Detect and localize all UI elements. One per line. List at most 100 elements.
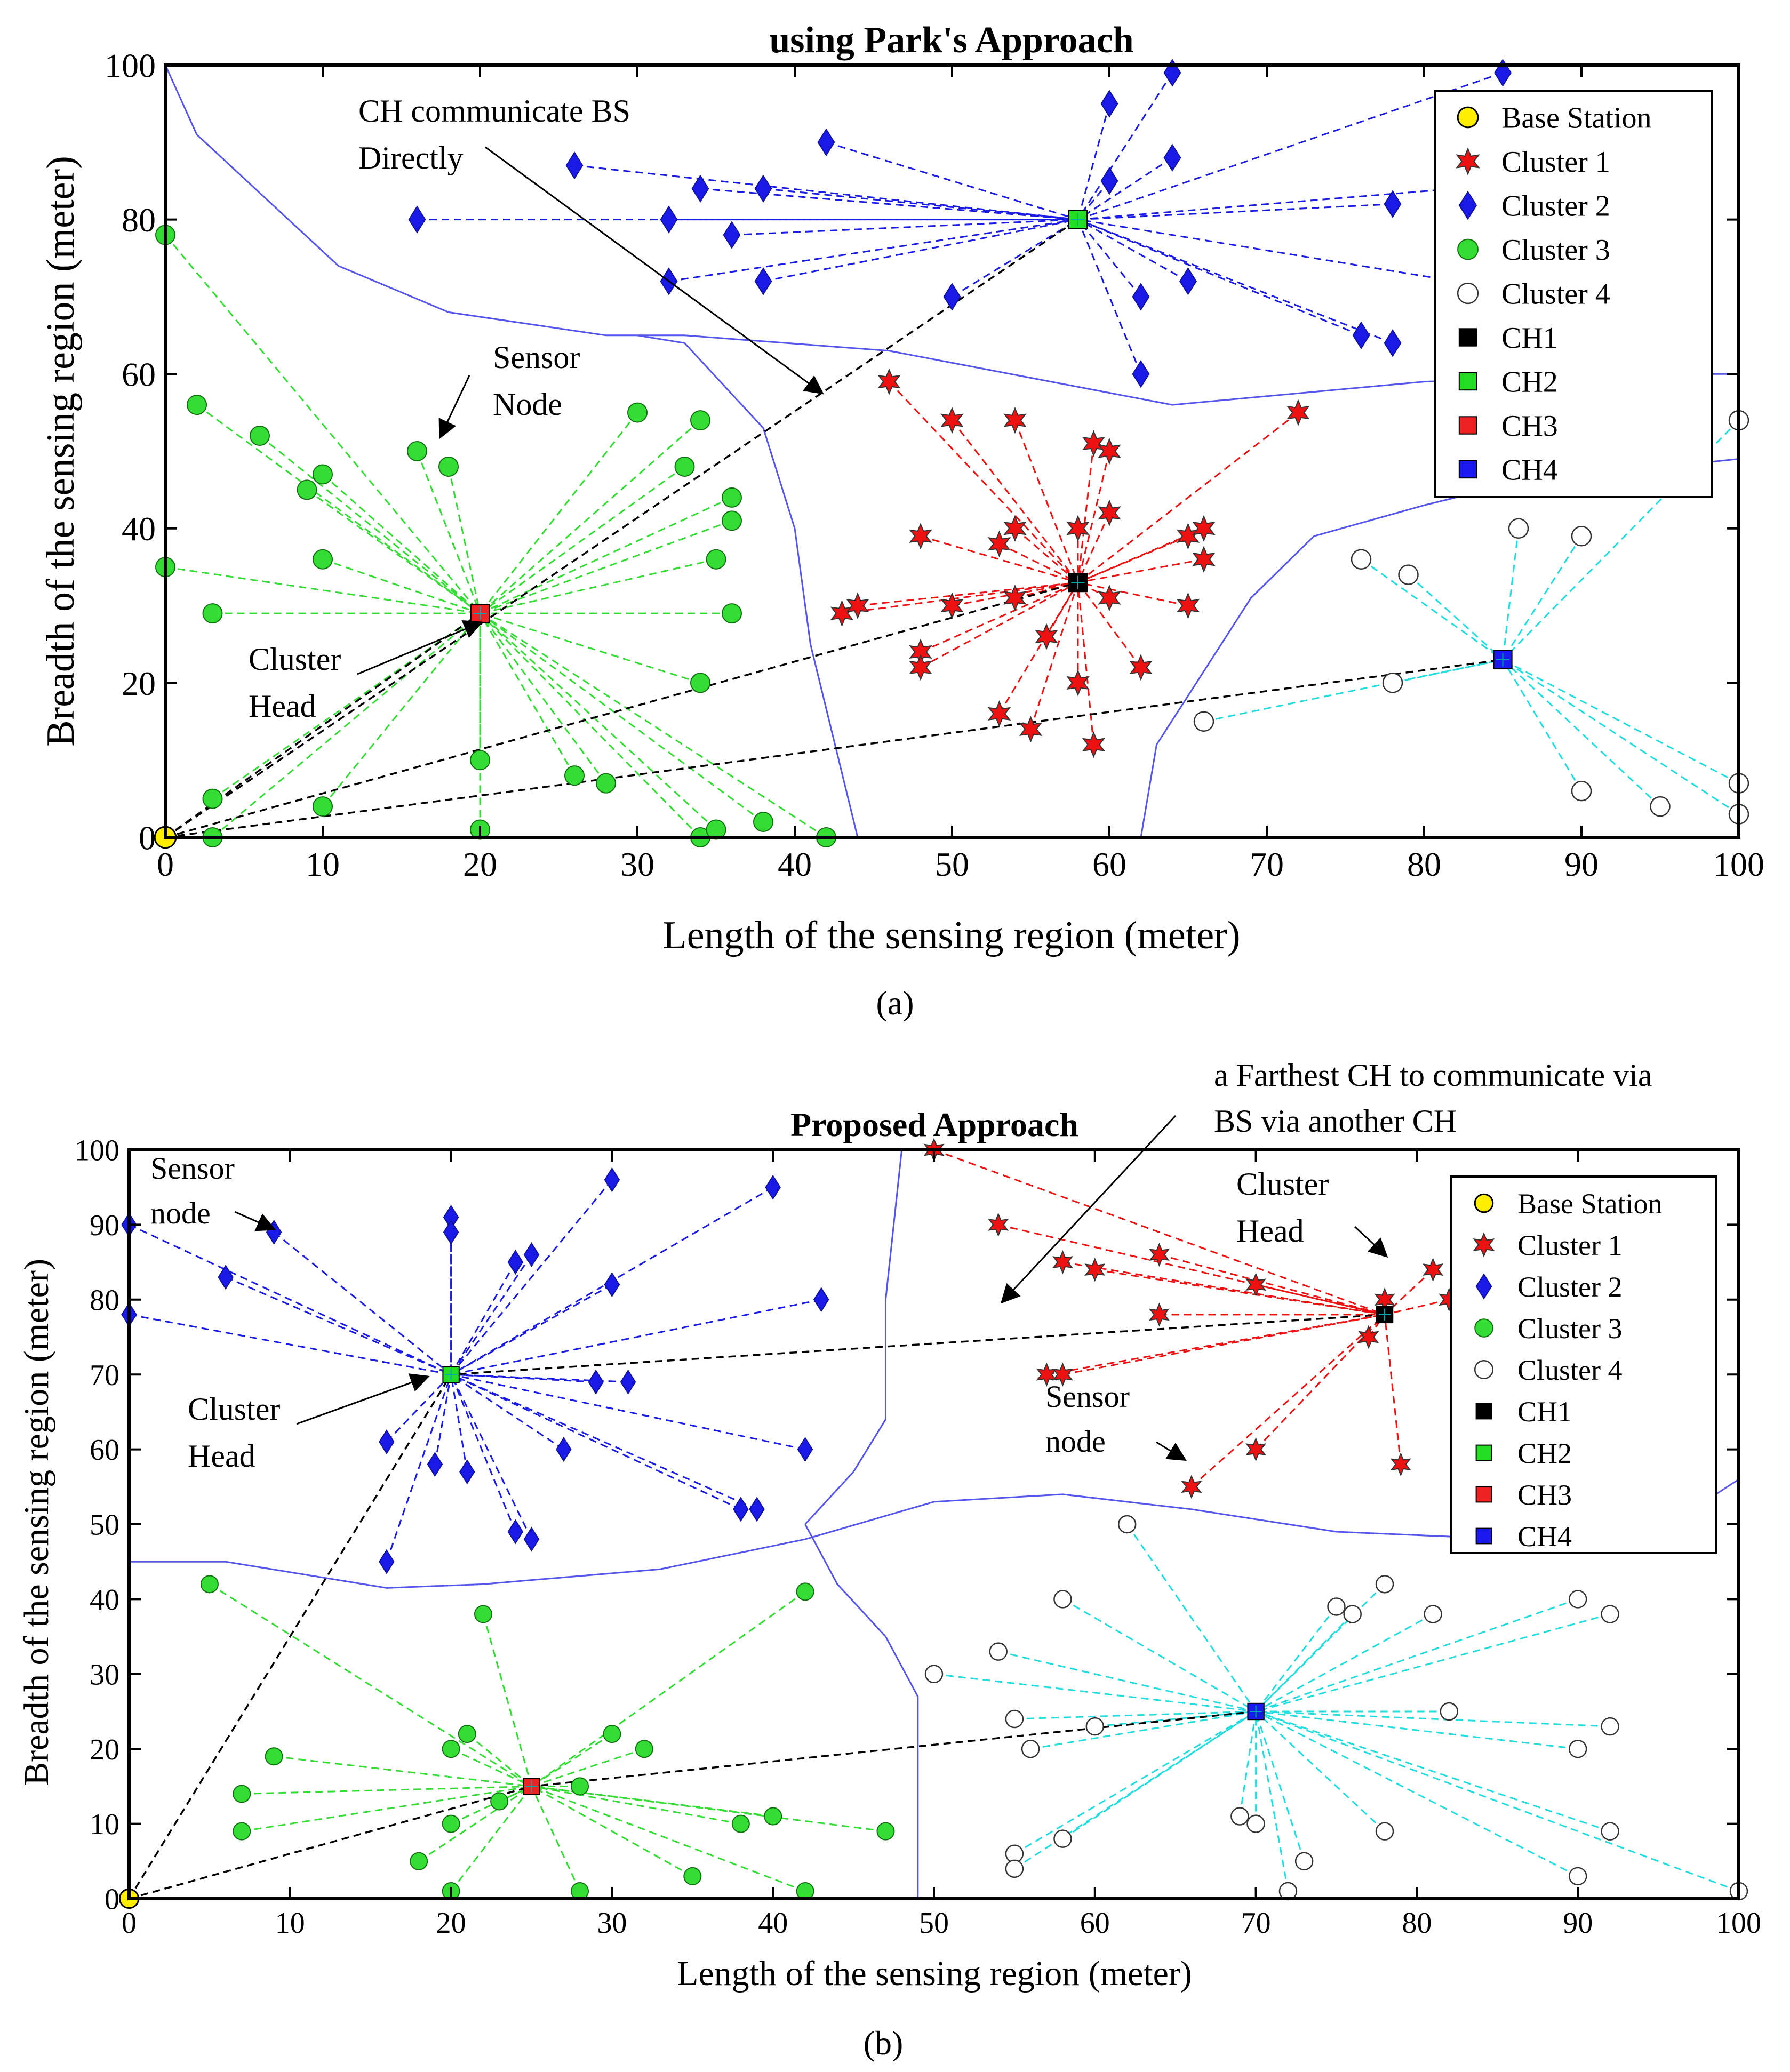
cluster-link xyxy=(196,404,481,614)
sensor-node-star xyxy=(830,599,854,627)
cluster-link xyxy=(1256,1613,1610,1713)
bs-link xyxy=(129,1785,532,1900)
panel-a: using Park's Approach 0 10 20 30 40 50 60 70 80 9… xyxy=(39,20,1764,1022)
cluster-link xyxy=(434,1374,452,1465)
x-tick-label: 0 xyxy=(122,1907,137,1940)
cluster-link xyxy=(933,1149,1385,1316)
bs-link xyxy=(128,1374,452,1899)
x-tick-label: 40 xyxy=(758,1907,788,1940)
x-tick-label: 10 xyxy=(306,845,340,883)
cluster-link xyxy=(1094,1269,1385,1316)
sensor-node-diamond xyxy=(408,205,426,234)
legend-marker xyxy=(1456,147,1480,175)
cluster-link xyxy=(1502,659,1739,815)
cluster-link xyxy=(1077,203,1393,221)
caption-b: (b) xyxy=(864,2024,904,2062)
cluster-link xyxy=(1502,659,1739,784)
cluster-link xyxy=(1077,219,1503,290)
cluster-link xyxy=(1077,582,1142,668)
cluster-link xyxy=(480,612,827,838)
cluster-link xyxy=(450,1374,516,1532)
annotation-line: node xyxy=(1045,1424,1106,1459)
sensor-node-star xyxy=(1098,584,1121,612)
x-tick-label: 80 xyxy=(1402,1907,1432,1940)
x-tick-label: 80 xyxy=(1407,845,1441,883)
y-tick-label: 40 xyxy=(122,510,156,548)
sensor-node-diamond xyxy=(1384,329,1402,357)
sensor-node-diamond xyxy=(1352,321,1370,349)
cluster-link xyxy=(1062,1314,1385,1375)
sensor-node-star xyxy=(1286,399,1310,426)
legend-box xyxy=(1434,90,1713,498)
cluster-link xyxy=(531,1786,581,1892)
cluster-link xyxy=(998,1223,1385,1316)
sensor-node-circle xyxy=(410,1852,428,1870)
sensor-node-star xyxy=(1084,1257,1106,1282)
sensor-node-circle xyxy=(731,1814,750,1833)
sensor-node-star xyxy=(1098,499,1121,526)
sensor-node-star xyxy=(1082,430,1106,457)
sensor-node-diamond xyxy=(1384,190,1402,218)
cluster-head-cross xyxy=(525,1780,538,1793)
cluster-link xyxy=(1077,558,1204,583)
cluster-head-cross xyxy=(1071,213,1085,227)
sensor-node-star xyxy=(909,523,932,550)
sensor-node-diamond xyxy=(266,1219,282,1245)
cluster-link xyxy=(450,1373,564,1450)
sensor-node-circle xyxy=(690,410,710,431)
cluster-link xyxy=(857,581,1078,607)
sensor-node-open-circle xyxy=(1375,1575,1394,1594)
cluster-link xyxy=(933,1673,1256,1713)
sensor-node-open-circle xyxy=(1193,711,1214,732)
annotation-line: CH communicate BS xyxy=(358,93,630,129)
sensor-node-star xyxy=(1052,1362,1074,1387)
sensor-node-circle xyxy=(603,1725,621,1743)
x-tick-label: 30 xyxy=(597,1907,627,1940)
cluster-link xyxy=(1030,1710,1256,1750)
panel-b-annotation-sensor-node-right: Sensor node xyxy=(1045,1379,1187,1461)
cluster-link xyxy=(480,519,732,614)
y-tick-label: 70 xyxy=(90,1359,119,1392)
cluster-link xyxy=(1077,219,1142,298)
panel-a-xlabel: Length of the sensing region (meter) xyxy=(663,914,1241,957)
cluster-link xyxy=(466,1733,532,1787)
cluster-link xyxy=(164,234,481,614)
legend-marker xyxy=(1458,190,1477,220)
cluster-link xyxy=(480,419,701,614)
cluster-link xyxy=(1384,1314,1402,1465)
legend-marker xyxy=(1457,106,1479,129)
inter-ch-link xyxy=(451,1314,1385,1375)
cluster-link xyxy=(306,489,481,614)
cluster-link xyxy=(1077,513,1110,583)
cluster-link xyxy=(322,613,481,807)
annotation-line: BS via another CH xyxy=(1214,1103,1457,1139)
panel-b-ticks: 0 10 20 30 40 50 60 70 80 90 100 0 10 20 30 40 50 60 70 80 9… xyxy=(75,1134,1761,1940)
cluster-link xyxy=(450,1254,532,1375)
sensor-node-star xyxy=(1003,406,1027,434)
cluster-head-cross xyxy=(1378,1308,1391,1321)
panel-a-annotation-cluster-head: Cluster Head xyxy=(249,620,483,724)
panel-b-title: Proposed Approach xyxy=(790,1106,1078,1143)
cluster-link xyxy=(259,435,481,614)
cluster-link xyxy=(480,466,685,614)
cluster-link xyxy=(888,381,1079,583)
sensor-node-open-circle xyxy=(1568,1867,1587,1886)
legend-marker xyxy=(1475,1403,1492,1420)
sensor-node-diamond xyxy=(754,174,772,203)
legend-box xyxy=(1450,1175,1717,1554)
sensor-node-circle xyxy=(764,1807,782,1826)
cluster-head-cross xyxy=(1496,653,1510,667)
cluster-link xyxy=(826,141,1078,221)
annotation-arrow xyxy=(1000,1115,1177,1304)
sensor-node-open-circle xyxy=(1005,1859,1024,1878)
sensor-node-open-circle xyxy=(1650,796,1671,817)
cluster-link xyxy=(418,1786,532,1862)
sensor-node-diamond xyxy=(1179,267,1197,295)
sensor-node-diamond xyxy=(691,174,709,203)
cluster-link xyxy=(1255,1710,1578,1877)
sensor-node-diamond xyxy=(507,1250,524,1275)
sensor-node-circle xyxy=(313,796,333,817)
cluster-link xyxy=(480,558,716,614)
cluster-link xyxy=(1077,219,1393,344)
legend-label: Cluster 4 xyxy=(1517,1354,1623,1386)
